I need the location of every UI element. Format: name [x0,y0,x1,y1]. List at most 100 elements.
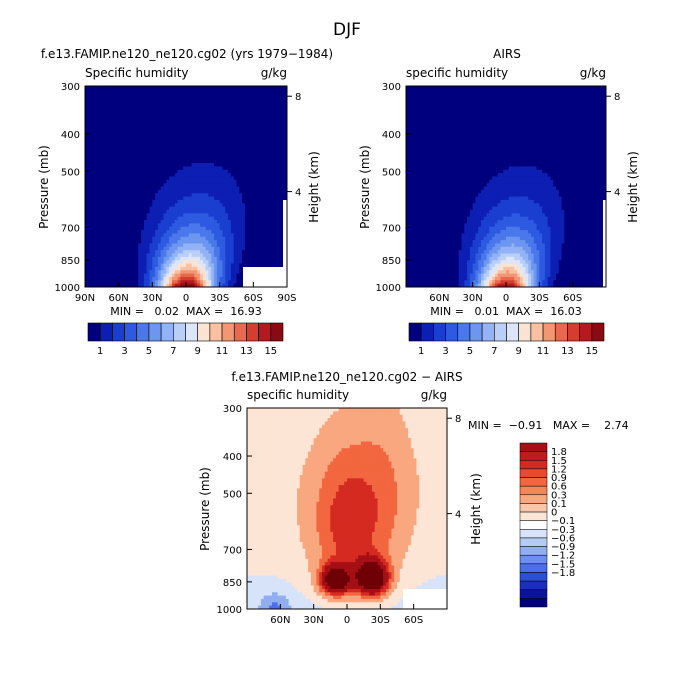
model-contour-cell [242,209,246,214]
model-contour-cell [256,136,260,141]
model-contour-cell [250,193,254,198]
model-contour-cell [188,122,193,127]
model-contour-cell [96,216,100,221]
model-contour-cell [171,139,176,144]
model-contour-cell [208,256,212,261]
model-contour-cell [132,276,137,281]
model-contour-cell [121,189,125,194]
model-contour-cell [127,86,131,90]
model-contour-cell [115,253,120,258]
model-contour-cell [87,236,92,241]
model-contour-cell [261,122,266,127]
model-contour-cell [222,179,226,184]
model-contour-cell [267,256,271,261]
model-contour-cell [177,92,181,97]
model-contour-cell [113,236,117,241]
airs-contour-cell [431,263,435,268]
model-contour-cell [177,99,181,104]
model-contour-cell [115,273,120,278]
model-contour-cell [205,226,210,231]
model-contour-cell [261,213,266,218]
model-contour-cell [87,142,92,147]
model-contour-cell [129,186,134,191]
model-contour-cell [216,223,221,228]
model-contour-cell [166,273,170,278]
model-contour-cell [186,189,190,194]
airs-contour-cell [425,139,429,144]
model-contour-cell [194,263,198,268]
airs-contour-cell [417,139,421,144]
model-contour-cell [244,122,249,127]
model-contour-cell [155,142,159,147]
model-contour-cell [132,270,137,275]
model-contour-cell [101,260,106,265]
model-contour-cell [281,96,285,100]
model-contour-cell [177,163,181,167]
model-contour-cell [115,96,120,100]
model-contour-cell [216,142,221,147]
model-contour-cell [256,263,260,268]
model-contour-cell [107,230,111,234]
airs-contour-cell [419,86,424,90]
model-contour-cell [186,273,190,278]
model-contour-cell [177,136,181,141]
model-contour-cell [211,126,215,131]
model-contour-cell [87,280,92,285]
model-contour-cell [233,122,238,127]
airs-contour-cell [425,119,429,124]
model-contour-cell [256,153,260,157]
model-contour-cell [216,236,221,241]
model-contour-cell [93,246,97,251]
model-contour-cell [177,166,181,171]
model-contour-cell [129,99,134,104]
model-contour-cell [171,206,176,211]
model-contour-cell [250,142,254,147]
model-contour-cell [141,129,145,134]
model-contour-cell [219,179,224,184]
airs-contour-cell [419,189,424,194]
model-contour-cell [256,213,260,218]
airs-contour-cell [419,142,424,147]
model-contour-cell [250,139,254,144]
model-contour-cell [99,273,103,278]
model-contour-cell [228,203,232,208]
model-contour-cell [174,179,179,184]
model-contour-cell [118,156,123,161]
model-contour-cell [132,206,137,211]
model-contour-cell [214,273,218,278]
model-colorbar-label: 15 [264,346,277,357]
model-contour-cell [191,122,196,127]
model-contour-cell [180,129,184,134]
model-contour-cell [104,270,109,275]
model-contour-cell [284,112,287,117]
airs-contour-cell [431,102,435,107]
airs-contour-cell [431,236,435,241]
model-contour-cell [253,106,257,111]
model-contour-cell [272,116,277,121]
airs-contour-cell [422,102,427,107]
airs-contour-cell [411,176,415,181]
model-contour-cell [281,116,285,121]
airs-contour-cell [411,129,415,134]
model-contour-cell [272,136,277,141]
model-contour-cell [228,106,232,111]
model-contour-cell [186,96,190,100]
model-contour-cell [124,253,128,258]
airs-contour-cell [428,209,432,214]
airs-contour-cell [406,233,410,238]
model-contour-cell [272,159,277,164]
model-contour-cell [132,166,137,171]
model-contour-cell [247,236,252,241]
model-contour-cell [121,166,125,171]
model-contour-cell [132,230,137,234]
model-contour-cell [141,122,145,127]
model-contour-cell [264,139,268,144]
model-contour-cell [211,203,215,208]
model-contour-cell [169,156,173,161]
airs-contour-cell [422,139,427,144]
model-contour-cell [200,163,204,167]
model-contour-cell [152,233,156,238]
model-contour-cell [230,209,235,214]
model-contour-cell [183,112,187,117]
model-contour-cell [146,163,151,167]
